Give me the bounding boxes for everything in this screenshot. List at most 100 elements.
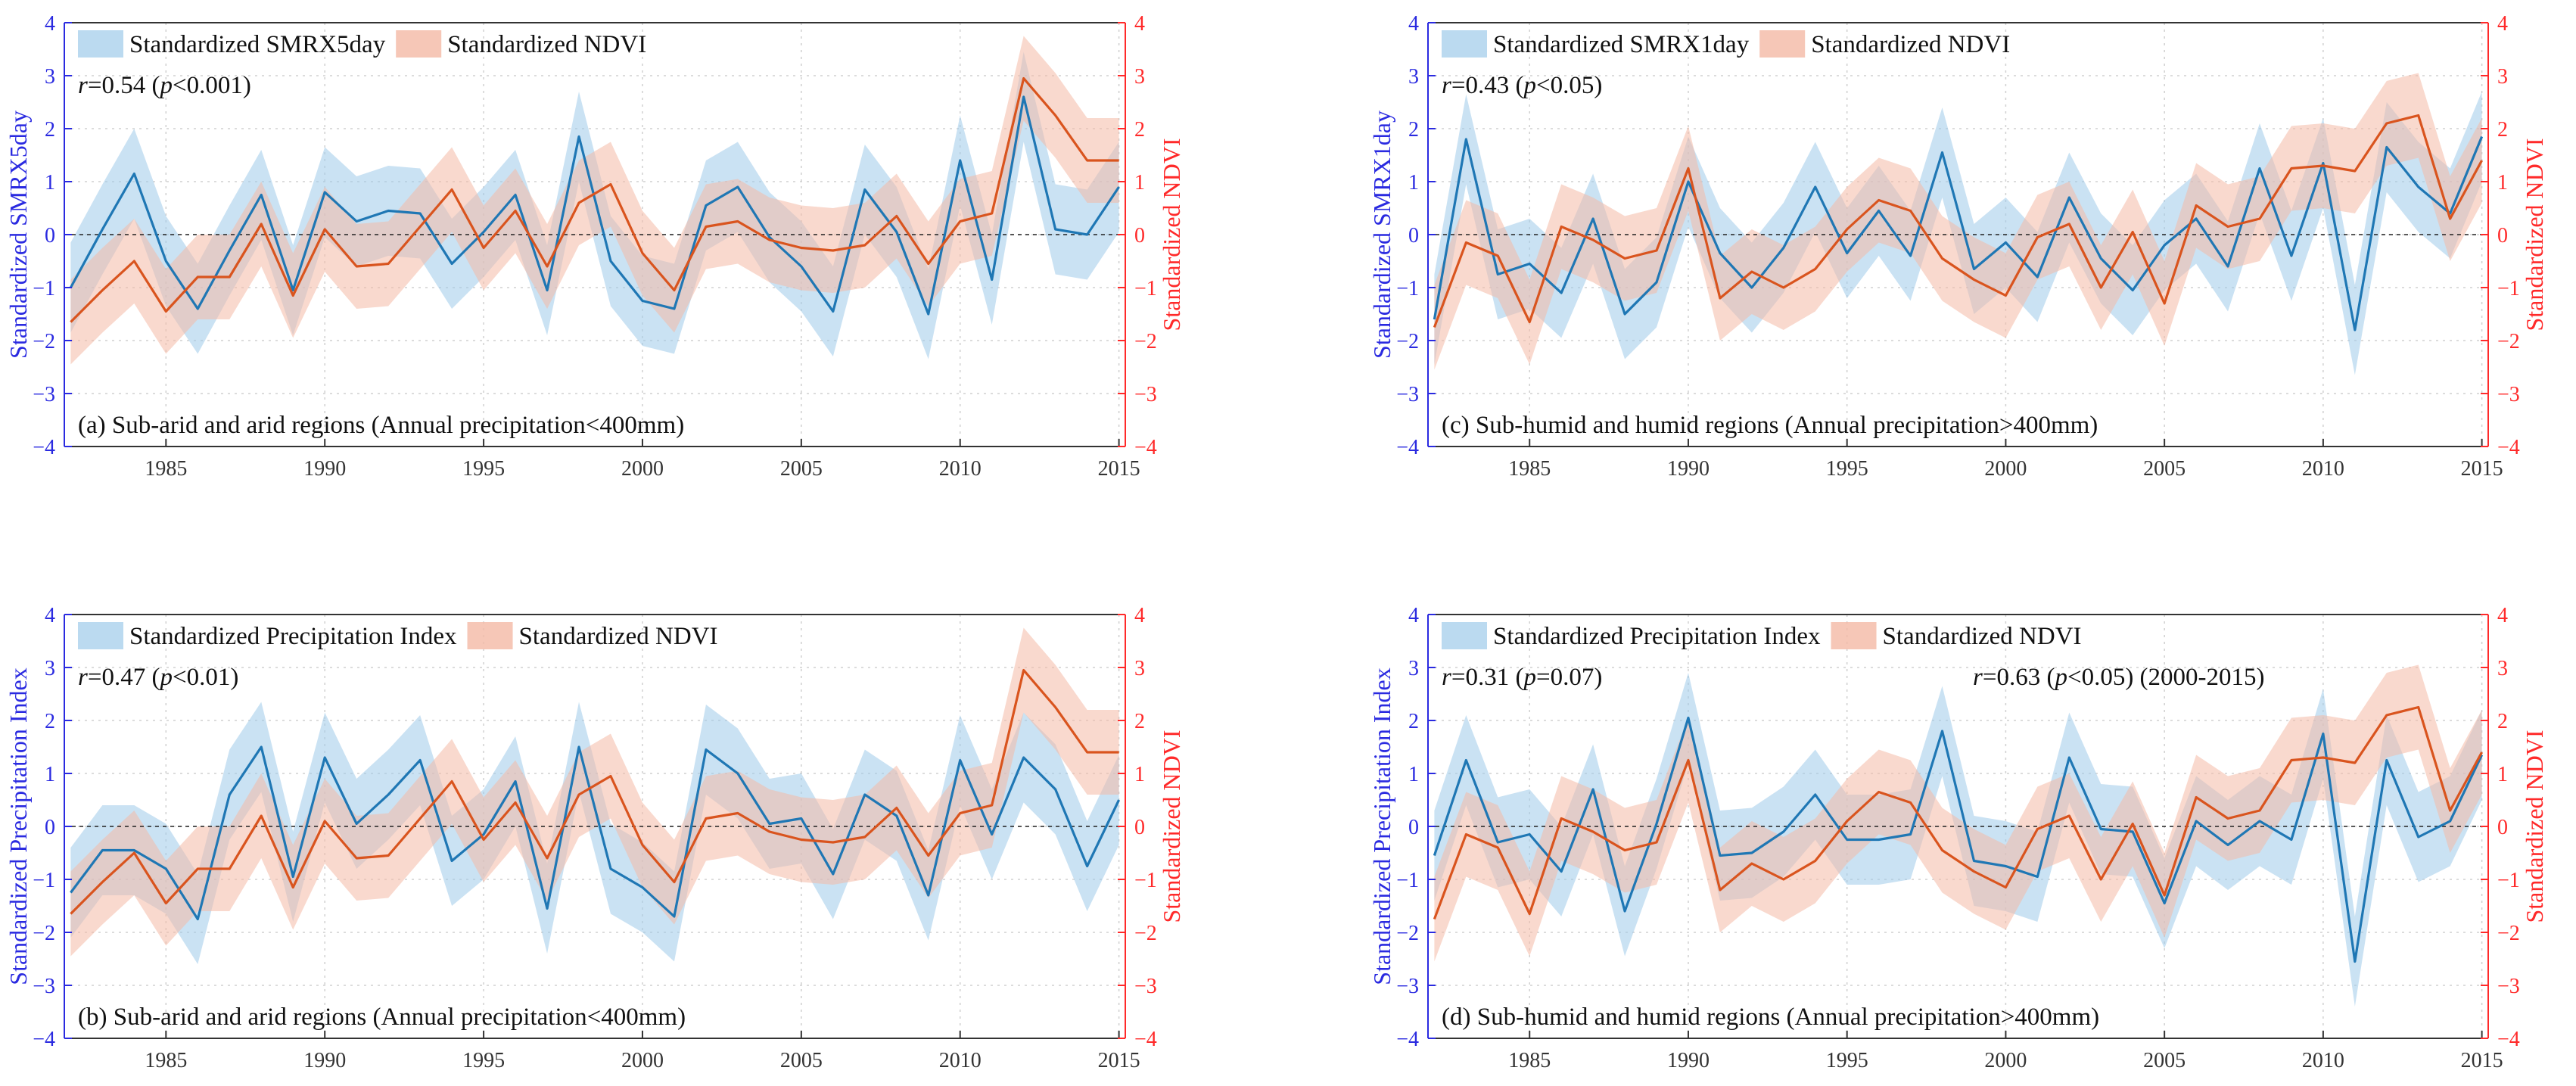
- legend-swatch-red: [1759, 30, 1806, 58]
- y-tick-label-right: −1: [1134, 869, 1157, 892]
- y-tick-label-left: −2: [33, 922, 55, 945]
- x-tick-label: 2005: [2143, 1049, 2186, 1072]
- y-tick-label-right: 3: [1134, 65, 1145, 89]
- x-tick-label: 2005: [780, 1049, 823, 1072]
- y-tick-label-left: −3: [1396, 383, 1419, 406]
- x-tick-label: 1995: [1826, 1049, 1868, 1072]
- legend-swatch-blue: [78, 30, 123, 58]
- x-tick-label: 1990: [1667, 1049, 1710, 1072]
- y-tick-label-left: −1: [33, 277, 55, 300]
- legend: Standardized Precipitation Index Standard…: [78, 622, 718, 650]
- x-tick-label: 2010: [2302, 1049, 2344, 1072]
- series-line-red: [70, 76, 1119, 323]
- panel-b: 1985 1990 1995 2000 2005 2010 2015−4 −4−3 −3−2 −2…: [5, 604, 1185, 1072]
- red-uncertainty-band: [1434, 73, 2482, 370]
- x-tick-label: 1990: [303, 1049, 346, 1072]
- x-tick-label: 2010: [939, 1049, 982, 1072]
- y-axis-title-right: Standardized NDVI: [2521, 138, 2548, 331]
- legend: Standardized SMRX1day Standardized NDVI: [1442, 30, 2010, 58]
- y-tick-label-left: −1: [1396, 869, 1419, 892]
- y-tick-label-right: 0: [2497, 224, 2508, 247]
- y-axis-title-right: Standardized NDVI: [2521, 730, 2548, 923]
- y-tick-label-right: 0: [1134, 816, 1145, 839]
- x-tick-label: 1990: [303, 457, 346, 481]
- y-tick-label-left: −2: [1396, 922, 1419, 945]
- panel-caption: (a) Sub-arid and arid regions (Annual pr…: [78, 412, 684, 439]
- y-tick-label-right: −3: [2497, 383, 2520, 406]
- x-tick-label: 1985: [145, 1049, 187, 1072]
- y-tick-label-left: 1: [45, 171, 55, 194]
- y-tick-label-right: −4: [2497, 1028, 2520, 1051]
- x-tick-label: 1995: [1826, 457, 1868, 481]
- x-tick-label: 1985: [145, 457, 187, 481]
- y-tick-label-left: 0: [1408, 816, 1419, 839]
- y-tick-label-left: −4: [33, 1028, 55, 1051]
- y-tick-label-left: −4: [1396, 1028, 1419, 1051]
- y-tick-label-left: 1: [45, 763, 55, 786]
- x-tick-label: 1985: [1508, 1049, 1551, 1072]
- y-tick-label-left: −1: [33, 869, 55, 892]
- series-line-red: [1433, 114, 2484, 328]
- x-tick-label: 2000: [621, 457, 664, 481]
- correlation-stat: r=0.54 (p<0.001): [78, 72, 251, 99]
- legend-label-red: Standardized NDVI: [1811, 31, 2010, 58]
- y-tick-label-left: 4: [45, 12, 55, 36]
- series-line-blue: [69, 95, 1120, 316]
- panel-a: 1985 1990 1995 2000 2005 2010 2015−4 −4−3 −3−2 −2…: [5, 12, 1185, 481]
- x-tick-label: 2000: [1984, 457, 2027, 481]
- legend-label-red: Standardized NDVI: [447, 31, 646, 58]
- y-tick-label-right: 1: [1134, 171, 1145, 194]
- x-tick-label: 2005: [2143, 457, 2186, 481]
- y-tick-label-right: 3: [2497, 657, 2508, 680]
- legend-swatch-red: [396, 30, 442, 58]
- correlation-stat: r=0.63 (p<0.05) (2000-2015): [1973, 664, 2265, 691]
- red-uncertainty-band: [1434, 664, 2482, 962]
- y-tick-label-left: 4: [1408, 604, 1419, 627]
- y-tick-label-left: −4: [1396, 436, 1419, 459]
- y-tick-label-left: −3: [33, 975, 55, 998]
- y-tick-label-right: 1: [2497, 763, 2508, 786]
- legend-label-red: Standardized NDVI: [519, 623, 718, 650]
- legend-swatch-blue: [1442, 30, 1487, 58]
- legend-swatch-blue: [78, 622, 123, 649]
- legend-swatch-blue: [1442, 622, 1487, 649]
- legend-label-red: Standardized NDVI: [1883, 623, 2082, 650]
- y-tick-label-left: −2: [1396, 330, 1419, 353]
- y-tick-label-left: 1: [1408, 763, 1419, 786]
- legend-label-blue: Standardized Precipitation Index: [1493, 623, 1821, 650]
- y-axis-title-left: Standardized Precipitation Index: [5, 667, 32, 985]
- correlation-stat: r=0.43 (p<0.05): [1442, 72, 1602, 99]
- y-tick-label-right: 4: [2497, 604, 2508, 627]
- y-tick-label-left: 2: [1408, 710, 1419, 733]
- y-tick-label-left: 4: [45, 604, 55, 627]
- y-tick-label-left: 1: [1408, 171, 1419, 194]
- legend-label-blue: Standardized SMRX1day: [1493, 31, 1750, 58]
- y-tick-label-right: −1: [2497, 869, 2520, 892]
- y-tick-label-left: 3: [1408, 65, 1419, 89]
- y-tick-label-right: −2: [2497, 922, 2520, 945]
- y-tick-label-right: −2: [2497, 330, 2520, 353]
- y-tick-label-right: 4: [1134, 604, 1145, 627]
- y-tick-label-right: 0: [2497, 816, 2508, 839]
- y-tick-label-left: 2: [45, 118, 55, 142]
- correlation-stat: r=0.47 (p<0.01): [78, 664, 238, 691]
- blue-uncertainty-band: [70, 702, 1119, 964]
- legend-swatch-red: [1831, 622, 1877, 649]
- y-tick-label-right: 4: [1134, 12, 1145, 36]
- y-tick-label-right: −2: [1134, 922, 1157, 945]
- y-tick-label-left: −4: [33, 436, 55, 459]
- y-tick-label-right: 2: [1134, 118, 1145, 142]
- y-axis-title-right: Standardized NDVI: [1158, 730, 1185, 923]
- y-tick-label-right: −2: [1134, 330, 1157, 353]
- y-tick-label-right: −4: [1134, 436, 1157, 459]
- x-tick-label: 1995: [462, 1049, 505, 1072]
- y-tick-label-right: 3: [1134, 657, 1145, 680]
- y-tick-label-right: 2: [2497, 710, 2508, 733]
- x-tick-label: 1990: [1667, 457, 1710, 481]
- y-tick-label-left: 0: [1408, 224, 1419, 247]
- y-tick-label-right: 2: [1134, 710, 1145, 733]
- y-tick-label-left: 3: [45, 65, 55, 89]
- y-tick-label-right: −3: [1134, 383, 1157, 406]
- y-axis-title-left: Standardized Precipitation Index: [1368, 667, 1395, 985]
